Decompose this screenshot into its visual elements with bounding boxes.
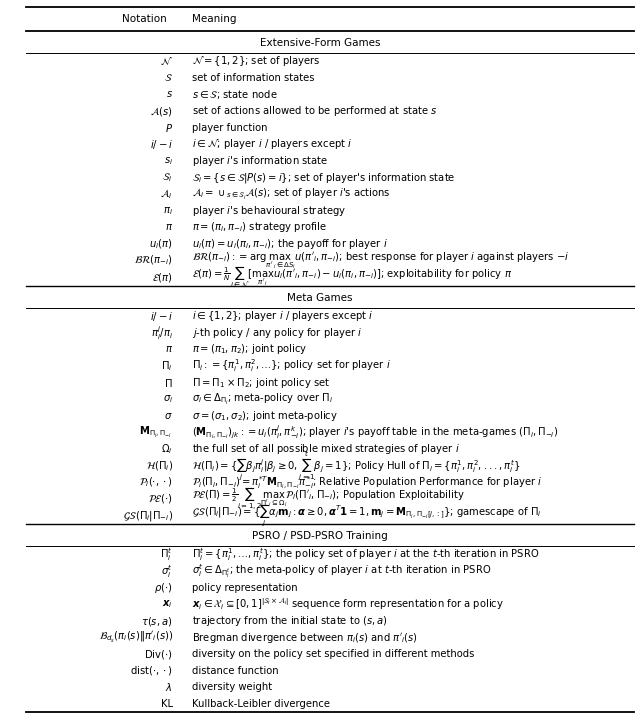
- Text: $\Pi = \Pi_1 \times \Pi_2$; joint policy set: $\Pi = \Pi_1 \times \Pi_2$; joint policy…: [192, 376, 330, 389]
- Text: $\mathcal{N}$: $\mathcal{N}$: [160, 55, 173, 67]
- Text: $\lambda$: $\lambda$: [166, 681, 173, 694]
- Text: $\sigma^t_i \in \Delta_{\Pi^t_i}$; the meta-policy of player $i$ at $t$-th itera: $\sigma^t_i \in \Delta_{\Pi^t_i}$; the m…: [192, 562, 492, 580]
- Text: Kullback-Leibler divergence: Kullback-Leibler divergence: [192, 699, 330, 709]
- Text: $\mathcal{B}_{d_s}(\pi_i(s)\|\pi'_i(s))$: $\mathcal{B}_{d_s}(\pi_i(s)\|\pi'_i(s))$: [99, 630, 173, 645]
- Text: diversity on the policy set specified in different methods: diversity on the policy set specified in…: [192, 649, 474, 660]
- Text: Bregman divergence between $\pi_i(s)$ and $\pi'_i(s)$: Bregman divergence between $\pi_i(s)$ an…: [192, 630, 418, 645]
- Text: $\mathcal{S}_i = \{s \in \mathcal{S}|P(s) = i\}$; set of player's information st: $\mathcal{S}_i = \{s \in \mathcal{S}|P(s…: [192, 170, 456, 184]
- Text: KL: KL: [161, 699, 173, 709]
- Text: $\mathcal{S}$: $\mathcal{S}$: [164, 72, 173, 84]
- Text: $\Pi$: $\Pi$: [164, 376, 173, 389]
- Text: set of actions allowed to be performed at state $s$: set of actions allowed to be performed a…: [192, 104, 438, 118]
- Text: PSRO / PSD-PSRO Training: PSRO / PSD-PSRO Training: [252, 531, 388, 541]
- Text: $i / -i$: $i / -i$: [150, 309, 173, 323]
- Text: the full set of all possible mixed strategies of player $i$: the full set of all possible mixed strat…: [192, 442, 460, 456]
- Text: $\boldsymbol{x}_i$: $\boldsymbol{x}_i$: [162, 598, 173, 610]
- Text: $\mathcal{BR}(\pi_{-i}) := \mathrm{arg}\max_{\pi'_i \in \Delta S_i} u(\pi'_i, \p: $\mathcal{BR}(\pi_{-i}) := \mathrm{arg}\…: [192, 250, 570, 271]
- Text: Notation: Notation: [122, 14, 166, 24]
- Text: $\Pi^t_i$: $\Pi^t_i$: [160, 546, 173, 563]
- Text: $\mathcal{PE}(\Pi) = \frac{1}{2}\sum_{i=1,2}\max_{\Pi'_i\subseteq\Omega_i}\mathc: $\mathcal{PE}(\Pi) = \frac{1}{2}\sum_{i=…: [192, 486, 465, 513]
- Text: Extensive-Form Games: Extensive-Form Games: [260, 38, 380, 48]
- Text: $\mathrm{dist}(\cdot,\cdot)$: $\mathrm{dist}(\cdot,\cdot)$: [130, 665, 173, 677]
- Text: $u_i(\pi) = u_i(\pi_i, \pi_{-i})$; the payoff for player $i$: $u_i(\pi) = u_i(\pi_i, \pi_{-i})$; the p…: [192, 237, 388, 251]
- Text: $s_i$: $s_i$: [164, 155, 173, 167]
- Text: $j$-th policy / any policy for player $i$: $j$-th policy / any policy for player $i…: [192, 326, 363, 340]
- Text: $\mathcal{A}_i$: $\mathcal{A}_i$: [160, 187, 173, 201]
- Text: $\pi = (\pi_1, \pi_2)$; joint policy: $\pi = (\pi_1, \pi_2)$; joint policy: [192, 342, 308, 357]
- Text: $(\mathbf{M}_{\Pi_i,\Pi_{-i}})_{jk} := u_i(\pi^j_i, \pi^k_{-i})$; player $i$'s p: $(\mathbf{M}_{\Pi_i,\Pi_{-i}})_{jk} := u…: [192, 424, 558, 441]
- Text: $\mathcal{BR}(\pi_{-i})$: $\mathcal{BR}(\pi_{-i})$: [134, 254, 173, 267]
- Text: $\mathbf{M}_{\Pi_i,\Pi_{-i}}$: $\mathbf{M}_{\Pi_i,\Pi_{-i}}$: [140, 425, 173, 440]
- Text: $s$: $s$: [166, 90, 173, 100]
- Text: $\mathcal{GS}(\Pi_i|\Pi_{-i}) = \{\sum_j\alpha_j\mathbf{m}_j : \boldsymbol{\alph: $\mathcal{GS}(\Pi_i|\Pi_{-i}) = \{\sum_j…: [192, 502, 541, 529]
- Text: $\Pi_i$: $\Pi_i$: [161, 359, 173, 373]
- Text: trajectory from the initial state to $(s, a)$: trajectory from the initial state to $(s…: [192, 614, 388, 628]
- Text: $\mathcal{P}_i(\Pi_i, \Pi_{-i}) = \pi^{*T}_i \mathbf{M}_{\Pi_i,\Pi_{-i}}\pi^*_{-: $\mathcal{P}_i(\Pi_i, \Pi_{-i}) = \pi^{*…: [192, 474, 542, 491]
- Text: $\mathcal{A}(s)$: $\mathcal{A}(s)$: [150, 105, 173, 118]
- Text: $i \in \{1, 2\}$; player $i$ / players except $i$: $i \in \{1, 2\}$; player $i$ / players e…: [192, 309, 373, 323]
- Text: $\mathcal{GS}(\Pi_i|\Pi_{-i})$: $\mathcal{GS}(\Pi_i|\Pi_{-i})$: [123, 509, 173, 523]
- Text: diversity weight: diversity weight: [192, 682, 272, 692]
- Text: $\mathcal{P}_i(\cdot,\cdot)$: $\mathcal{P}_i(\cdot,\cdot)$: [140, 475, 173, 489]
- Text: $u_i(\pi)$: $u_i(\pi)$: [149, 237, 173, 250]
- Text: player $i$'s behavioural strategy: player $i$'s behavioural strategy: [192, 204, 346, 218]
- Text: $\Omega_i$: $\Omega_i$: [161, 442, 173, 456]
- Text: $\sigma_i$: $\sigma_i$: [163, 393, 173, 405]
- Text: $\pi$: $\pi$: [164, 222, 173, 232]
- Text: $\sigma = (\sigma_1, \sigma_2)$; joint meta-policy: $\sigma = (\sigma_1, \sigma_2)$; joint m…: [192, 409, 338, 423]
- Text: $P$: $P$: [164, 122, 173, 134]
- Text: $\mathcal{S}_i$: $\mathcal{S}_i$: [163, 171, 173, 184]
- Text: $\mathcal{H}(\Pi_i)$: $\mathcal{H}(\Pi_i)$: [146, 459, 173, 472]
- Text: $\mathcal{N} = \{1, 2\}$; set of players: $\mathcal{N} = \{1, 2\}$; set of players: [192, 55, 321, 68]
- Text: $\pi_i$: $\pi_i$: [163, 205, 173, 217]
- Text: $\Pi_i := \{\pi^1_i, \pi^2_i, \ldots\}$; policy set for player $i$: $\Pi_i := \{\pi^1_i, \pi^2_i, \ldots\}$;…: [192, 357, 391, 374]
- Text: policy representation: policy representation: [192, 583, 298, 593]
- Text: player function: player function: [192, 123, 268, 132]
- Text: $s \in \mathcal{S}$; state node: $s \in \mathcal{S}$; state node: [192, 88, 278, 101]
- Text: $i / -i$: $i / -i$: [150, 138, 173, 151]
- Text: $\mathcal{E}(\pi)$: $\mathcal{E}(\pi)$: [152, 271, 173, 284]
- Text: $i \in \mathcal{N}$; player $i$ / players except $i$: $i \in \mathcal{N}$; player $i$ / player…: [192, 138, 353, 151]
- Text: $\mathcal{A}_i = \cup_{s\in\mathcal{S}_i}\mathcal{A}(s)$; set of player $i$'s ac: $\mathcal{A}_i = \cup_{s\in\mathcal{S}_i…: [192, 186, 391, 202]
- Text: set of information states: set of information states: [192, 73, 314, 83]
- Text: $\Pi^t_i = \{\pi^1_i, \ldots, \pi^t_i\}$; the policy set of player $i$ at the $t: $\Pi^t_i = \{\pi^1_i, \ldots, \pi^t_i\}$…: [192, 546, 540, 563]
- Text: $\sigma_i \in \Delta_{\Pi_i}$; meta-policy over $\Pi_i$: $\sigma_i \in \Delta_{\Pi_i}$; meta-poli…: [192, 392, 333, 407]
- Text: $\sigma^t_i$: $\sigma^t_i$: [161, 563, 173, 579]
- Text: player $i$'s information state: player $i$'s information state: [192, 154, 328, 168]
- Text: $\mathrm{Div}(\cdot)$: $\mathrm{Div}(\cdot)$: [144, 648, 173, 661]
- Text: $\mathcal{H}(\Pi_i) = \{\sum_j \beta_j\pi^j_i|\beta_j \geq 0, \sum^t_{j=1}\beta_: $\mathcal{H}(\Pi_i) = \{\sum_j \beta_j\p…: [192, 449, 520, 483]
- Text: $\tau(s, a)$: $\tau(s, a)$: [141, 614, 173, 628]
- Text: $\pi^j_i / \pi_i$: $\pi^j_i / \pi_i$: [151, 324, 173, 341]
- Text: $\pi$: $\pi$: [164, 344, 173, 355]
- Text: $\boldsymbol{x}_i \in \mathcal{X}_i \subseteq [0,1]^{|\mathcal{S}_i\times\mathca: $\boldsymbol{x}_i \in \mathcal{X}_i \sub…: [192, 596, 504, 612]
- Text: Meaning: Meaning: [192, 14, 237, 24]
- Text: Meta Games: Meta Games: [287, 293, 353, 303]
- Text: distance function: distance function: [192, 666, 278, 676]
- Text: $\sigma$: $\sigma$: [164, 411, 173, 421]
- Text: $\rho(\cdot)$: $\rho(\cdot)$: [154, 581, 173, 595]
- Text: $\mathcal{E}(\pi) = \frac{1}{N}\sum_{i\in\mathcal{N}}[\max_{\pi'_i} u_i(\pi'_i, : $\mathcal{E}(\pi) = \frac{1}{N}\sum_{i\i…: [192, 264, 512, 290]
- Text: $\mathcal{PE}(\cdot)$: $\mathcal{PE}(\cdot)$: [148, 492, 173, 505]
- Text: $\pi = (\pi_i, \pi_{-i})$ strategy profile: $\pi = (\pi_i, \pi_{-i})$ strategy profi…: [192, 221, 327, 234]
